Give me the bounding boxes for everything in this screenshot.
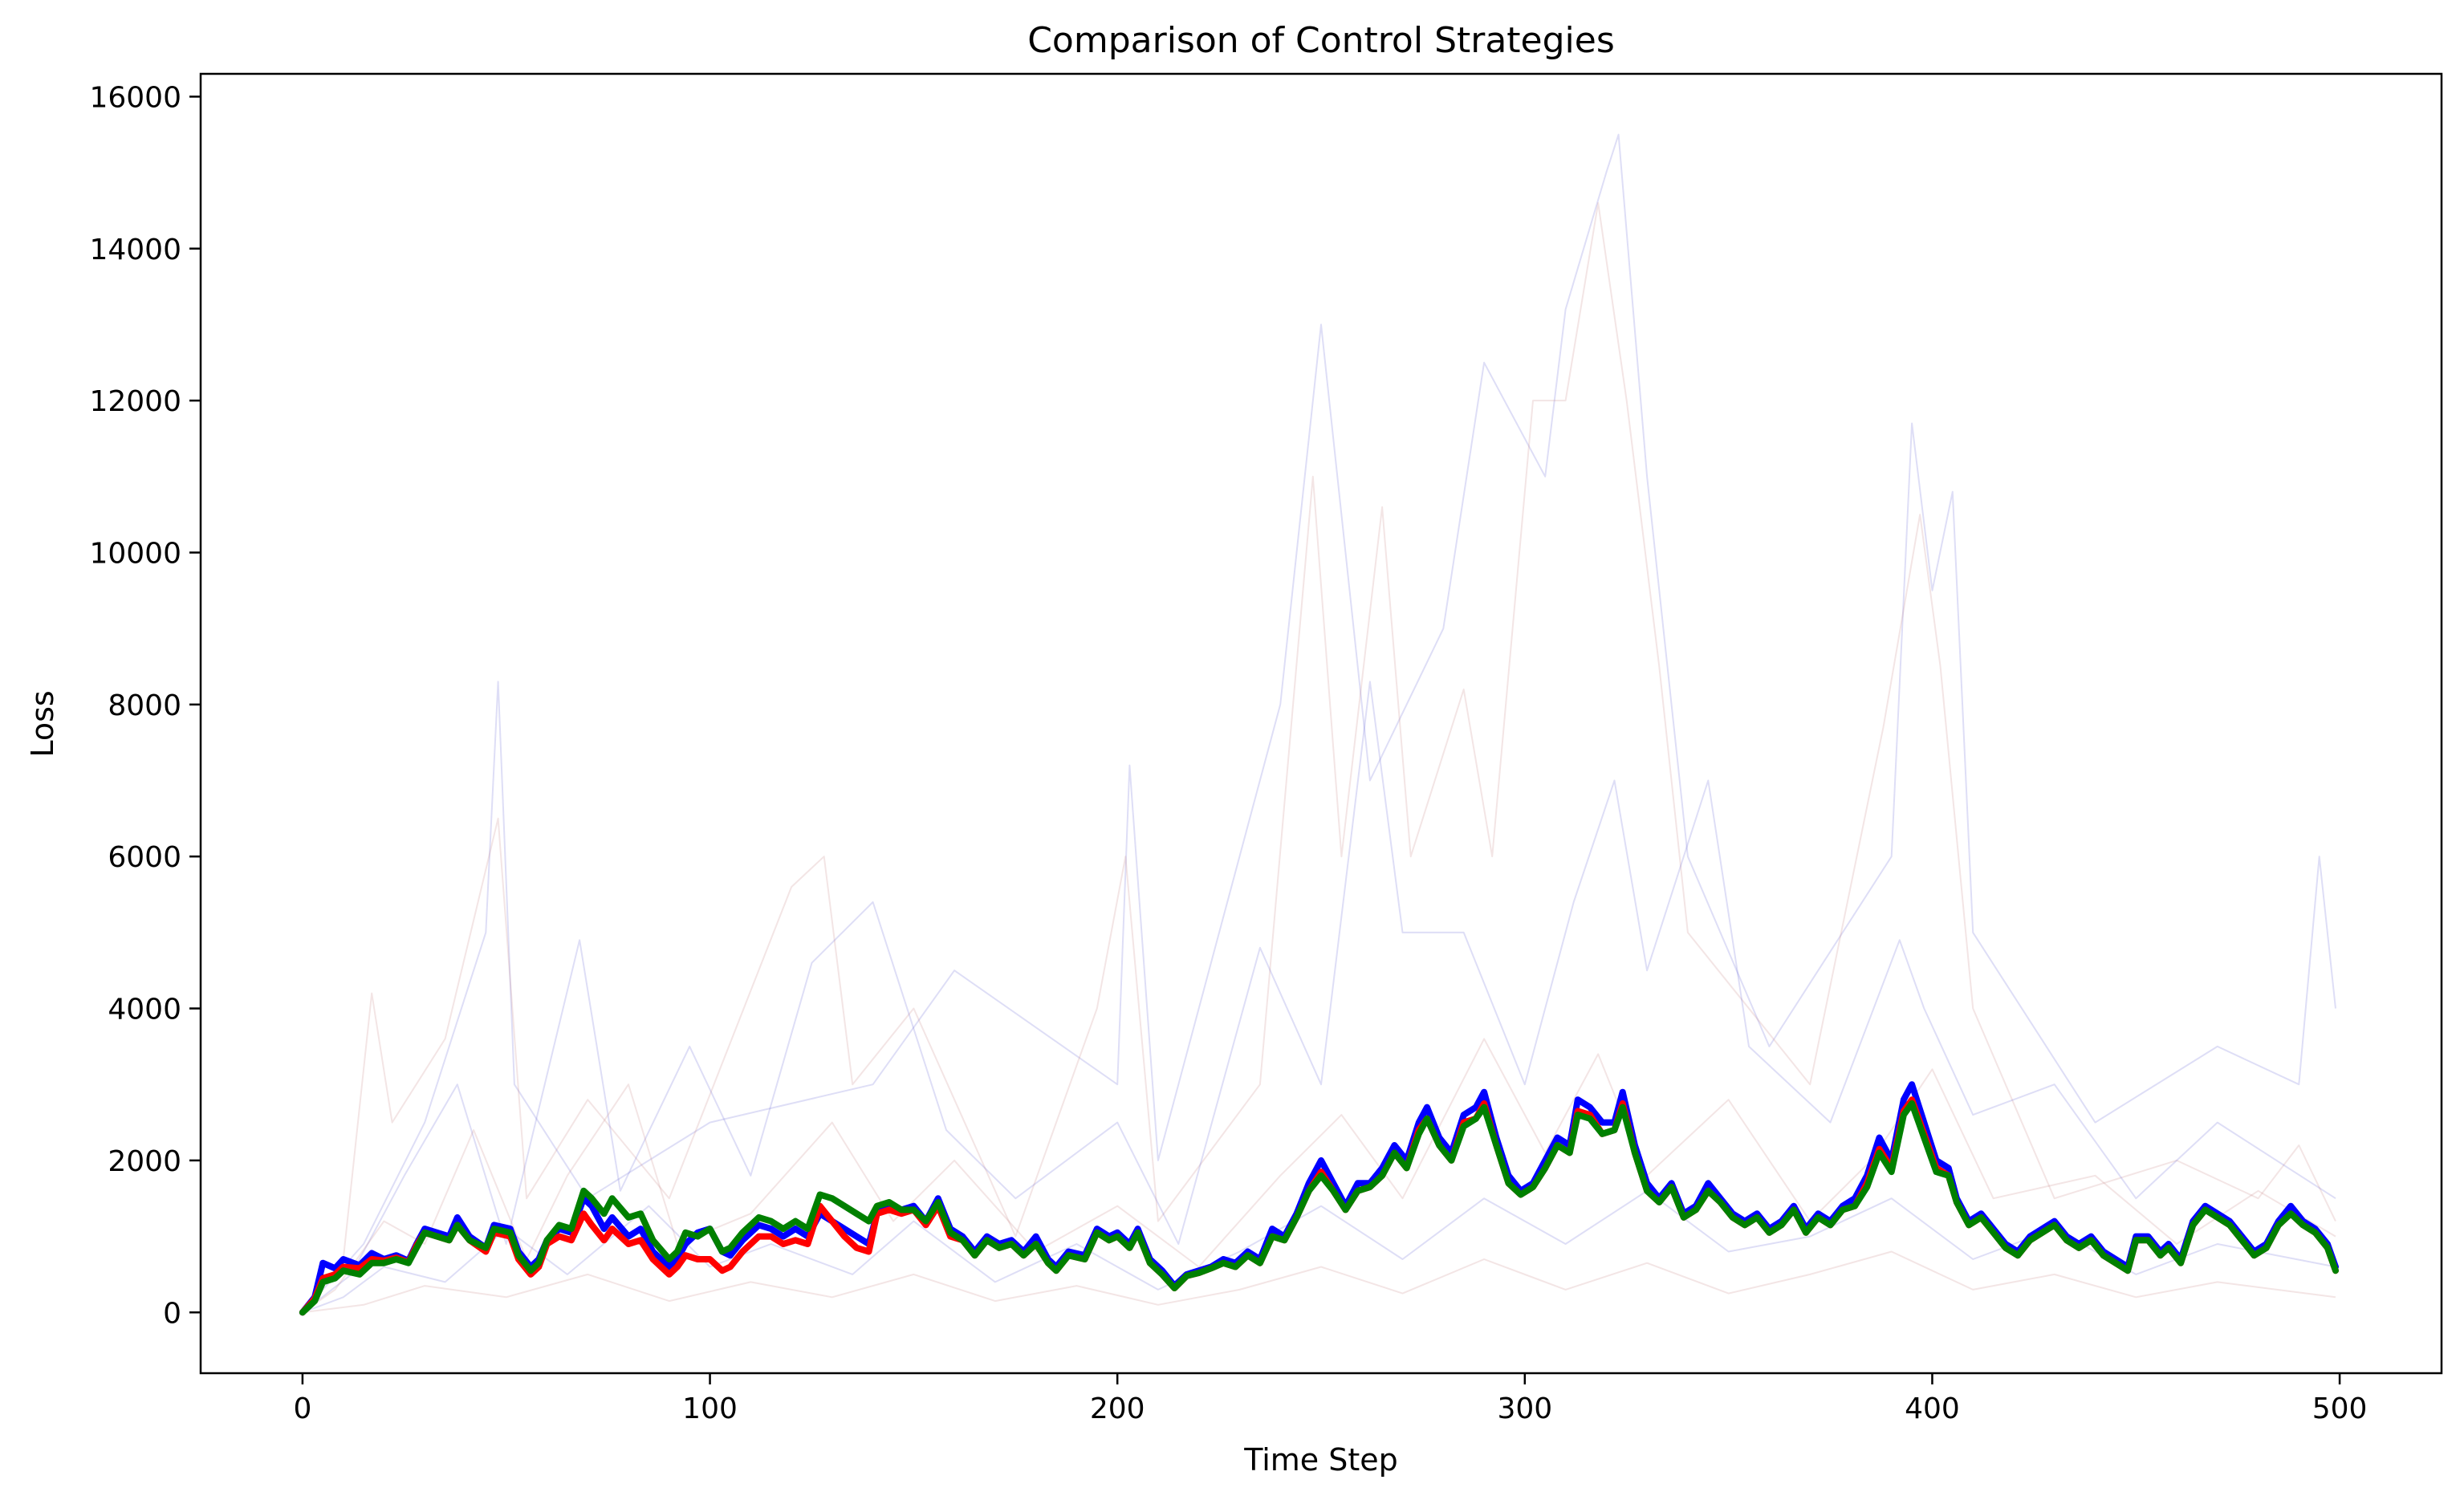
faint-run-line-1 — [302, 133, 2336, 1313]
y-tick-label-2000: 2000 — [108, 1145, 181, 1178]
faint-run-line-6 — [302, 1250, 2336, 1314]
x-tick-label-300: 300 — [1497, 1392, 1552, 1425]
x-tick-label-200: 200 — [1090, 1392, 1145, 1425]
y-tick-label-12000: 12000 — [89, 385, 181, 418]
y-tick-label-0: 0 — [163, 1297, 181, 1330]
y-tick-label-6000: 6000 — [108, 841, 181, 874]
series-layer — [299, 1081, 2339, 1316]
faint-run-line-4 — [302, 1038, 2336, 1314]
x-tick-label-100: 100 — [682, 1392, 738, 1425]
y-axis-title: Loss — [25, 690, 60, 757]
x-axis: 0 100 200 300 400 500 — [293, 1373, 2367, 1425]
y-axis: 0 2000 4000 6000 8000 10000 12000 14000 16000 — [89, 81, 201, 1330]
y-tick-label-4000: 4000 — [108, 994, 181, 1026]
y-tick-label-14000: 14000 — [89, 234, 181, 266]
y-tick-label-16000: 16000 — [89, 81, 181, 114]
y-tick-label-10000: 10000 — [89, 537, 181, 570]
x-tick-label-500: 500 — [2312, 1392, 2368, 1425]
faint-run-line-2 — [302, 202, 2336, 1313]
y-tick-label-8000: 8000 — [108, 689, 181, 722]
chart-title: Comparison of Control Strategies — [1027, 20, 1615, 61]
faint-run-line-3 — [302, 681, 2336, 1314]
x-tick-label-0: 0 — [293, 1392, 311, 1425]
x-tick-label-400: 400 — [1905, 1392, 1960, 1425]
green-series-line — [299, 1100, 2339, 1316]
plot-area-frame — [199, 72, 2443, 1375]
x-axis-title: Time Step — [1243, 1442, 1398, 1478]
